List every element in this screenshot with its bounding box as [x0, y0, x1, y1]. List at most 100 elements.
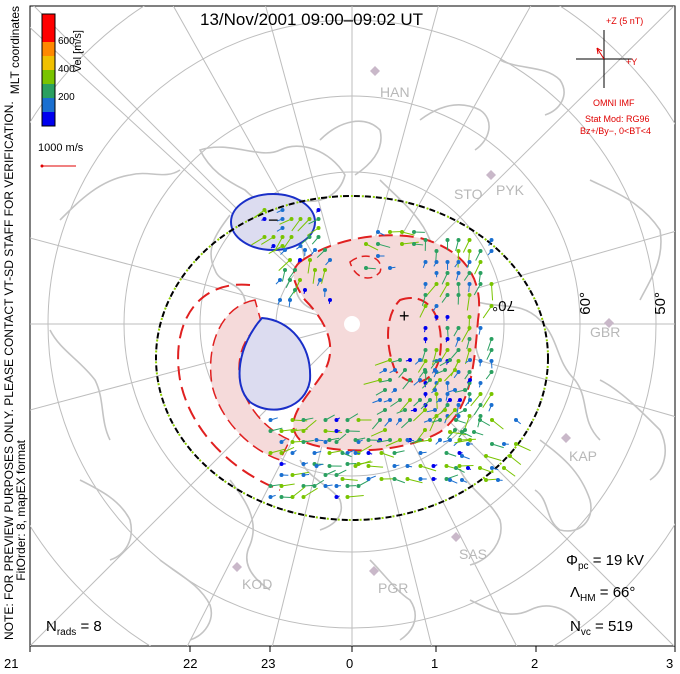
velocity-vector [491, 443, 504, 449]
vector-origin [303, 248, 307, 252]
nvc-symbol: N [570, 618, 581, 635]
vector-origin [514, 418, 518, 422]
vector-origin [353, 451, 358, 455]
velocity-vector [479, 467, 494, 474]
velocity-vector [270, 427, 283, 432]
vector-origin [408, 378, 412, 382]
velocity-vector [462, 239, 470, 253]
vector-origin [327, 451, 332, 455]
vector-origin [418, 477, 423, 481]
nrads-symbol: N [46, 618, 57, 635]
velocity-vector [446, 474, 459, 480]
vector-origin [334, 473, 339, 477]
vector-origin [268, 429, 273, 433]
site-kod: KOD [242, 576, 273, 592]
vector-origin [388, 266, 392, 270]
vector-origin [454, 418, 458, 422]
vector-origin [383, 368, 387, 372]
vector-origin [392, 464, 397, 468]
velocity-vector [482, 305, 492, 319]
vector-origin [378, 398, 382, 402]
vector-origin [388, 398, 392, 402]
vector-origin [314, 438, 319, 442]
vector-origin [463, 428, 467, 432]
imf-condition: Bz+/By−, 0<BT<4 [580, 126, 652, 136]
vector-origin [290, 440, 295, 444]
vector-origin [268, 418, 273, 422]
velocity-vector [385, 439, 401, 447]
velocity-vector [268, 245, 283, 254]
vector-origin [434, 304, 439, 308]
negative-potential-cell-dawn [230, 193, 316, 251]
vector-origin [313, 268, 317, 272]
velocity-vector [312, 269, 316, 284]
velocity-vector [292, 471, 309, 476]
vector-origin [453, 388, 457, 392]
vector-origin [376, 242, 380, 246]
vector-origin [298, 258, 302, 262]
vector-origin [301, 429, 306, 433]
vector-origin [298, 217, 303, 221]
vector-origin [376, 254, 380, 258]
velocity-vector [368, 465, 384, 468]
vector-origin [403, 368, 407, 372]
vector-origin [279, 462, 284, 466]
vector-origin [438, 398, 442, 402]
velocity-vector [421, 349, 426, 363]
vector-origin [323, 248, 327, 252]
velocity-vector [491, 283, 494, 301]
vector-origin [405, 438, 410, 442]
velocity-vector [363, 379, 381, 385]
vector-origin [356, 484, 361, 488]
vector-origin [378, 378, 382, 382]
vector-origin [316, 217, 321, 221]
vector-origin [434, 392, 439, 396]
hm-boundary-green [155, 195, 549, 521]
vector-origin [323, 429, 328, 433]
vector-origin [460, 430, 464, 434]
vector-origin [301, 495, 306, 499]
vector-origin [428, 418, 432, 422]
positive-inner-contour [387, 297, 442, 383]
vector-origin [457, 451, 462, 455]
vector-origin [388, 230, 392, 234]
vector-origin [490, 442, 494, 446]
vector-origin [271, 244, 276, 248]
vector-origin [262, 208, 267, 212]
mlt-label-3: 3 [666, 656, 674, 671]
lambda-value: = 66° [599, 584, 636, 601]
vector-origin [423, 337, 428, 341]
vector-origin [283, 268, 287, 272]
velocity-vectors [251, 208, 531, 499]
velocity-vector [281, 428, 298, 432]
vector-origin [468, 378, 472, 382]
vector-origin [489, 359, 494, 363]
vector-origin [323, 268, 327, 272]
vector-origin [445, 326, 450, 330]
vector-origin [478, 403, 483, 407]
vector-origin [398, 418, 402, 422]
vector-origin [496, 478, 500, 482]
vector-origin [408, 398, 412, 402]
vector-origin [353, 464, 358, 468]
vector-origin [453, 368, 457, 372]
vector-origin [398, 358, 402, 362]
vector-origin [478, 359, 483, 363]
vector-origin [489, 238, 494, 242]
vector-origin [278, 298, 282, 302]
vector-origin [334, 495, 339, 499]
vector-origin [489, 304, 494, 308]
vector-origin [456, 293, 461, 297]
vector-origin [484, 454, 488, 458]
vector-origin [448, 398, 452, 402]
vector-origin [445, 337, 450, 341]
vector-origin [268, 484, 273, 488]
vector-origin [434, 260, 439, 264]
vector-origin [434, 249, 439, 253]
vector-origin [456, 348, 461, 352]
velocity-vector [278, 259, 291, 272]
mlt-ticks [29, 646, 676, 652]
vector-origin [345, 462, 350, 466]
site-pgr: PGR [378, 580, 409, 596]
vector-origin [312, 484, 317, 488]
